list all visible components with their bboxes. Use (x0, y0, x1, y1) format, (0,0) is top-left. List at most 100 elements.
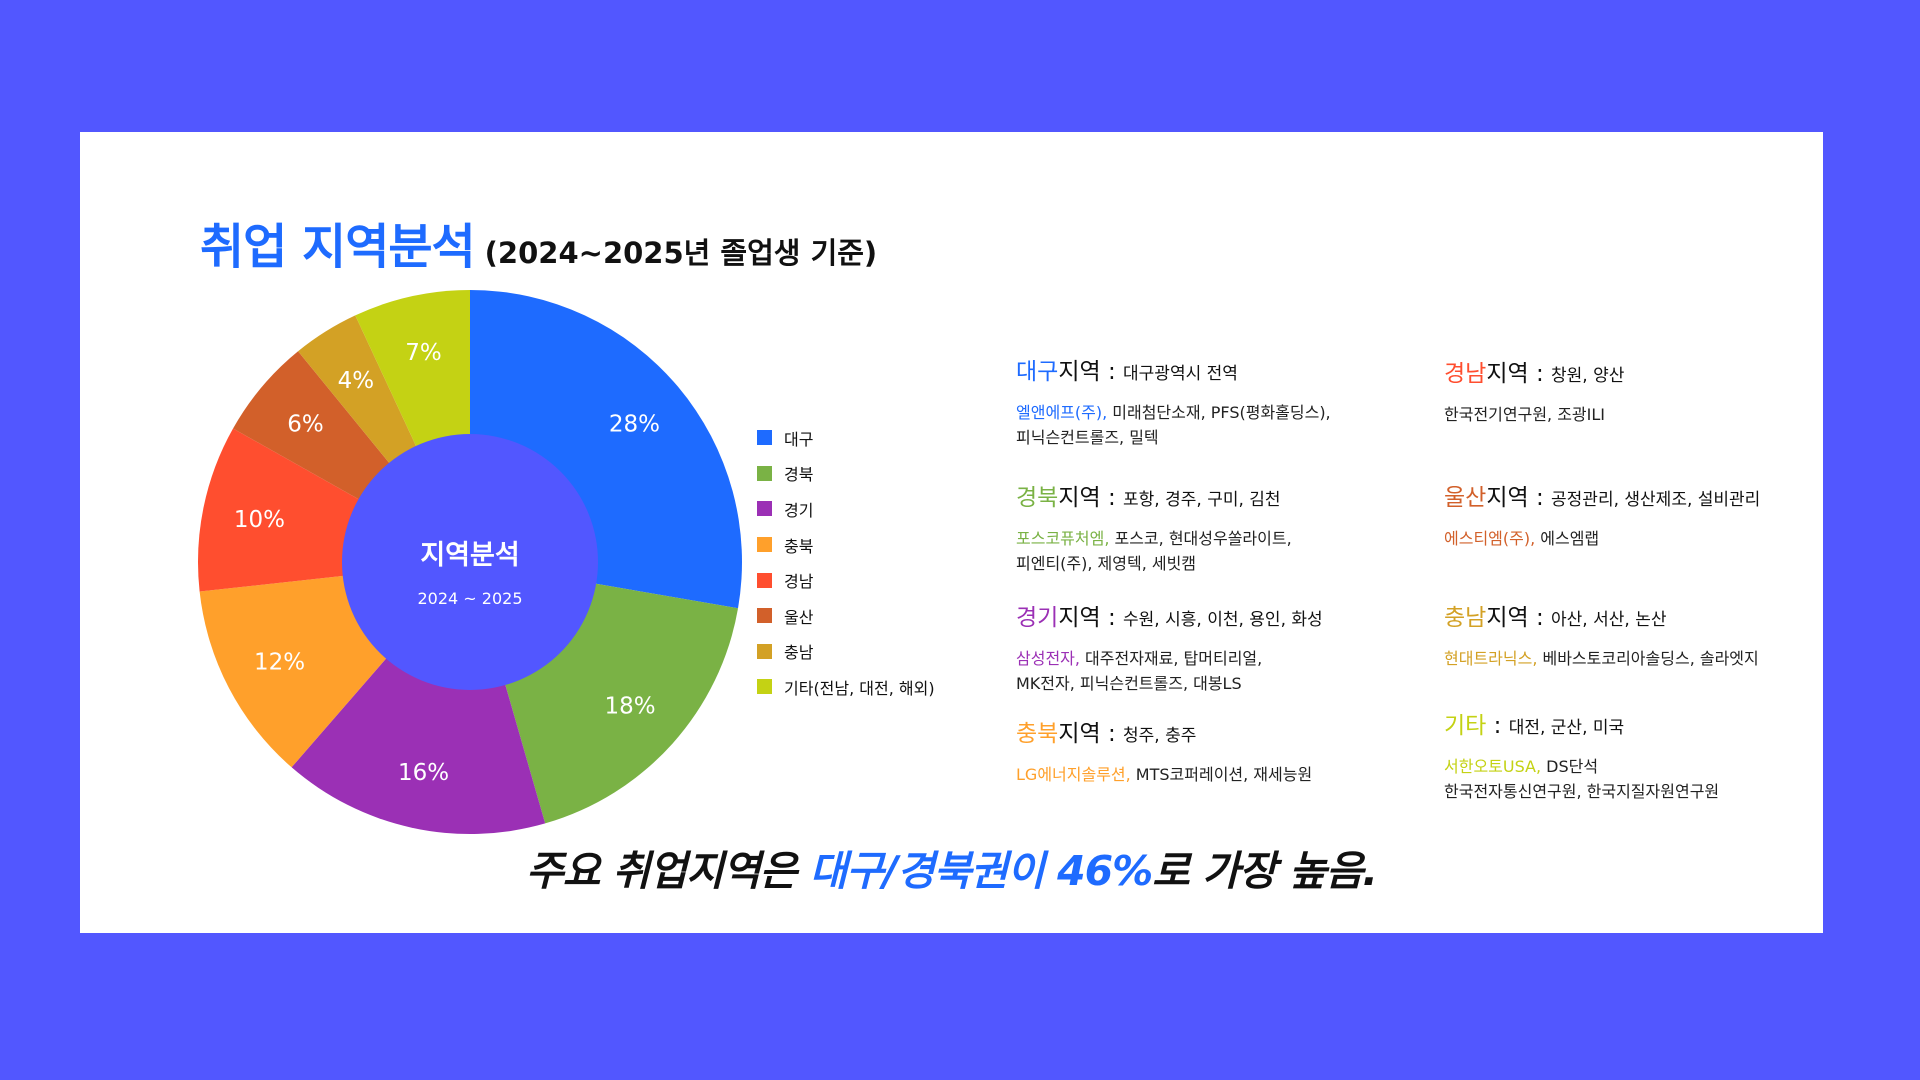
legend-label: 대구 (784, 429, 814, 449)
region-suffix: 지역 (1058, 485, 1101, 511)
region-companies: 에스티엠(주), 에스엠랩 (1444, 526, 1884, 551)
region-heading: 충남지역 : 아산, 서산, 논산 (1444, 598, 1884, 632)
company-highlight: 포스코퓨처엠, (1016, 529, 1110, 548)
legend-item: 경남 (757, 562, 935, 598)
legend-label: 기타(전남, 대전, 해외) (784, 678, 935, 698)
region-name: 충북 (1016, 721, 1059, 747)
region-heading: 기타 : 대전, 군산, 미국 (1444, 706, 1884, 740)
region-areas: 대구광역시 전역 (1123, 364, 1238, 384)
region-block-1: 대구지역 : 대구광역시 전역 엘앤에프(주), 미래첨단소재, PFS(평화홀딩… (1016, 352, 1456, 450)
region-suffix: 지역 (1058, 605, 1101, 631)
legend-swatch (757, 643, 772, 659)
region-name: 경기 (1016, 605, 1059, 631)
legend-item: 울산 (757, 598, 935, 634)
page-title: 취업 지역분석 (2024~2025년 졸업생 기준) (200, 207, 877, 277)
region-suffix: 지역 (1486, 605, 1529, 631)
region-colon: : (1100, 359, 1124, 385)
region-name: 기타 (1444, 713, 1487, 739)
region-colon: : (1528, 605, 1552, 631)
region-suffix: 지역 (1486, 361, 1529, 387)
legend-label: 울산 (784, 607, 814, 627)
region-colon: : (1100, 485, 1124, 511)
legend-label: 충남 (784, 643, 814, 663)
legend-item: 충남 (757, 634, 935, 670)
conclusion-post: 로 가장 높음. (1152, 847, 1378, 895)
legend-swatch (757, 572, 772, 588)
company-list: DS단석 (1541, 757, 1599, 776)
company-highlight: 삼성전자, (1016, 649, 1080, 668)
legend-swatch (757, 465, 772, 481)
region-heading: 경남지역 : 창원, 양산 (1444, 354, 1884, 388)
region-areas: 공정관리, 생산제조, 설비관리 (1551, 490, 1761, 510)
legend-swatch (757, 430, 772, 446)
legend-swatch (757, 608, 772, 624)
region-areas: 대전, 군산, 미국 (1508, 718, 1625, 738)
region-block-4: 충북지역 : 청주, 충주 LG에너지솔루션, MTS코퍼레이션, 재세능원 (1016, 714, 1456, 787)
region-companies: 현대트라닉스, 베바스토코리아솔딩스, 솔라엣지 (1444, 646, 1884, 671)
center-label: 지역분석 (420, 540, 519, 571)
region-colon: : (1528, 361, 1552, 387)
region-heading: 충북지역 : 청주, 충주 (1016, 714, 1456, 748)
region-companies: LG에너지솔루션, MTS코퍼레이션, 재세능원 (1016, 762, 1456, 787)
company-highlight: 에스티엠(주), (1444, 529, 1536, 548)
legend-item: 경북 (757, 456, 935, 492)
region-companies: 한국전기연구원, 조광ILI (1444, 402, 1884, 427)
company-list: 포스코, 현대성우쏠라이트, (1109, 529, 1292, 548)
slice-label-5: 10% (234, 507, 285, 533)
legend-label: 경북 (784, 465, 814, 485)
conclusion-highlight: 대구/경북권이 46% (809, 847, 1154, 895)
company-highlight: 현대트라닉스, (1444, 649, 1538, 668)
region-companies: 삼성전자, 대주전자재료, 탑머티리얼, MK전자, 피닉슨컨트롤즈, 대봉LS (1016, 646, 1456, 696)
company-highlight: 서한오토USA, (1444, 757, 1542, 776)
region-companies: 포스코퓨처엠, 포스코, 현대성우쏠라이트, 피엔티(주), 제영텍, 세빗캠 (1016, 526, 1456, 576)
title-sub: (2024~2025년 졸업생 기준) (484, 236, 878, 270)
region-areas: 포항, 경주, 구미, 김천 (1123, 490, 1281, 510)
slice-label-8: 7% (405, 340, 442, 366)
company-list-2: 피닉슨컨트롤즈, 밀텍 (1016, 428, 1159, 447)
company-list-2: MK전자, 피닉슨컨트롤즈, 대봉LS (1016, 674, 1242, 693)
company-list: MTS코퍼레이션, 재세능원 (1130, 765, 1313, 784)
legend-item: 대구 (757, 420, 935, 456)
donut-chart: 지역분석 2024 ~ 2025 28% 18% 16% 12% 10% 6% 4% 7% (198, 290, 742, 834)
company-list: 베바스토코리아솔딩스, 솔라엣지 (1537, 649, 1759, 668)
company-list: 에스엠랩 (1535, 529, 1600, 548)
company-highlight: LG에너지솔루션, (1016, 765, 1131, 784)
company-highlight: 엘앤에프(주), (1016, 403, 1108, 422)
region-colon: : (1100, 721, 1124, 747)
legend-item: 기타(전남, 대전, 해외) (757, 669, 935, 705)
slide-card: 취업 지역분석 (2024~2025년 졸업생 기준) 지역분석 2024 ~ 2… (80, 132, 1823, 933)
region-companies: 엘앤에프(주), 미래첨단소재, PFS(평화홀딩스), 피닉슨컨트롤즈, 밀텍 (1016, 400, 1456, 450)
legend-label: 경남 (784, 572, 814, 592)
center-period: 2024 ~ 2025 (417, 589, 522, 608)
region-areas: 창원, 양산 (1551, 366, 1625, 386)
region-suffix: 지역 (1486, 485, 1529, 511)
region-colon: : (1486, 713, 1509, 739)
slice-label-4: 12% (254, 650, 305, 676)
company-list: 미래첨단소재, PFS(평화홀딩스), (1107, 403, 1331, 422)
region-heading: 경기지역 : 수원, 시흥, 이천, 용인, 화성 (1016, 598, 1456, 632)
legend-item: 경기 (757, 491, 935, 527)
legend-swatch (757, 679, 772, 695)
region-areas: 청주, 충주 (1123, 726, 1197, 746)
region-areas: 수원, 시흥, 이천, 용인, 화성 (1123, 610, 1323, 630)
chart-legend: 대구 경북 경기 충북 경남 울산 충남 기타(전남, 대전, 해외) (757, 420, 935, 705)
region-name: 대구 (1016, 359, 1059, 385)
region-name: 경북 (1016, 485, 1059, 511)
region-name: 울산 (1444, 485, 1487, 511)
region-areas: 아산, 서산, 논산 (1551, 610, 1667, 630)
company-list-2: 한국전자통신연구원, 한국지질자원연구원 (1444, 782, 1720, 801)
company-list: 대주전자재료, 탑머티리얼, (1079, 649, 1263, 668)
legend-swatch (757, 501, 772, 517)
region-heading: 울산지역 : 공정관리, 생산제조, 설비관리 (1444, 478, 1884, 512)
slice-label-1: 28% (609, 412, 660, 438)
legend-label: 경기 (784, 500, 814, 520)
region-suffix: 지역 (1058, 721, 1101, 747)
company-list: 한국전기연구원, 조광ILI (1444, 405, 1606, 424)
conclusion: 주요 취업지역은 대구/경북권이 46%로 가장 높음. (80, 837, 1823, 897)
